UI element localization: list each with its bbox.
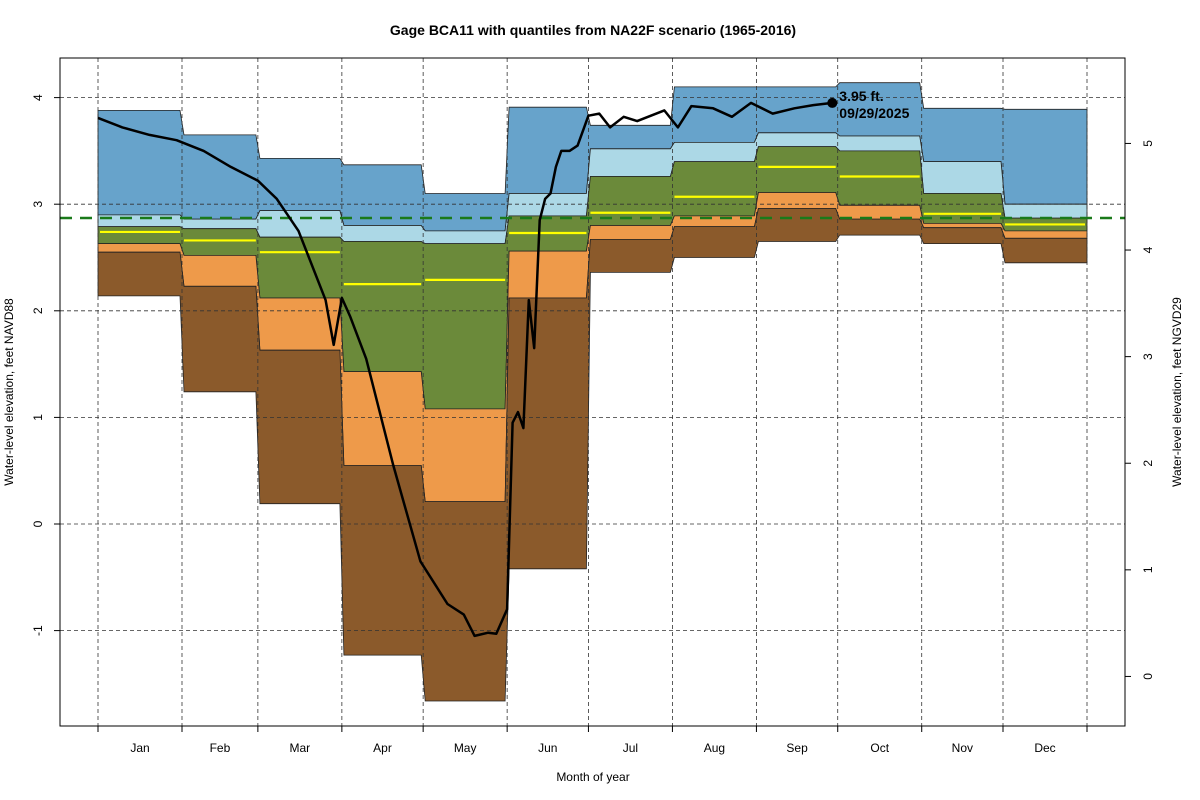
y-tick-label-left: 3	[31, 201, 45, 208]
x-tick-label: Jul	[623, 741, 638, 755]
x-axis-label: Month of year	[556, 770, 629, 784]
plot-frame	[59, 57, 1126, 727]
y-tick-label-left: 1	[31, 414, 45, 421]
y-tick-label-left: 0	[31, 520, 45, 527]
grid-lines	[60, 58, 1125, 726]
x-tick-label: Oct	[870, 741, 889, 755]
chart-title: Gage BCA11 with quantiles from NA22F sce…	[390, 22, 796, 38]
x-tick-label: Aug	[704, 741, 725, 755]
y-tick-label-right: 1	[1141, 566, 1155, 573]
x-tick-label: Mar	[290, 741, 311, 755]
x-tick-label: Feb	[210, 741, 231, 755]
annotation-value: 3.95 ft.	[839, 88, 883, 104]
y-axis-label-right: Water-level elevation, feet NGVD29	[1170, 297, 1184, 487]
y-tick-label-right: 5	[1141, 140, 1155, 147]
latest-point-marker	[827, 97, 838, 108]
y-tick-label-left: -1	[31, 625, 45, 636]
y-tick-label-right: 0	[1141, 673, 1155, 680]
observed-line	[97, 101, 833, 638]
y-axis-right: 0 1 2 3 4 5	[1125, 140, 1155, 680]
y-tick-label-right: 4	[1141, 246, 1155, 253]
y-tick-label-right: 3	[1141, 353, 1155, 360]
x-tick-label: Jun	[538, 741, 557, 755]
annotation-date: 09/29/2025	[839, 105, 909, 121]
x-tick-label: Nov	[952, 741, 973, 755]
y-axis-left: -1 0 1 2 3 4	[31, 94, 60, 636]
x-tick-label: Jan	[130, 741, 149, 755]
x-tick-label: Dec	[1034, 741, 1055, 755]
quantile-bands	[97, 82, 1088, 702]
y-tick-label-left: 4	[31, 94, 45, 101]
y-axis-label-left: Water-level elevation, feet NAVD88	[2, 298, 16, 486]
x-tick-label: May	[454, 741, 477, 755]
observed-series	[97, 97, 838, 638]
x-tick-label: Apr	[373, 741, 392, 755]
median-lines	[100, 165, 1085, 286]
y-tick-label-left: 2	[31, 307, 45, 314]
x-axis: Jan Feb Mar Apr May Jun Jul Aug Sep Oct Nov Dec	[97, 726, 1088, 755]
x-tick-label: Sep	[786, 741, 808, 755]
y-tick-label-right: 2	[1141, 460, 1155, 467]
annotation-group: 3.95 ft. 09/29/2025	[839, 88, 909, 121]
